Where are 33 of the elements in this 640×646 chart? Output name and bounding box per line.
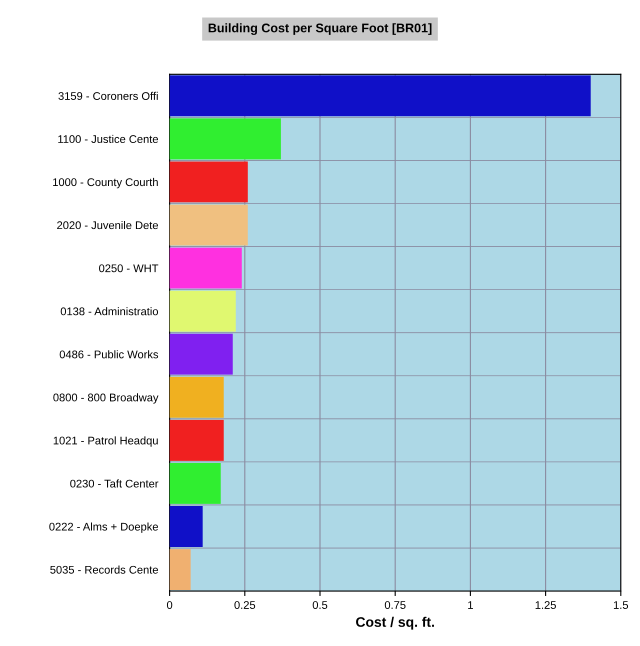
bar xyxy=(170,549,191,590)
y-tick-label: 0486 - Public Works xyxy=(60,350,158,358)
y-tick-label: 0222 - Alms + Doepke xyxy=(49,522,158,533)
bar xyxy=(170,506,203,547)
y-tick-label: 1000 - County Courth xyxy=(53,178,158,188)
y-tick-label: 3159 - Coroners Offi xyxy=(58,92,158,100)
x-tick-label: 0.75 xyxy=(384,601,406,609)
chart-title: Building Cost per Square Foot [BR01] xyxy=(208,23,432,35)
bar xyxy=(170,118,281,160)
x-tick-label: 1.5 xyxy=(614,601,628,609)
bar xyxy=(170,290,236,332)
x-tick-label: 1 xyxy=(468,601,473,609)
bar xyxy=(170,162,248,202)
y-tick-label: 5035 - Records Cente xyxy=(50,566,158,574)
bar xyxy=(170,75,591,116)
bar xyxy=(170,462,221,504)
bar xyxy=(170,248,242,289)
bar xyxy=(170,376,224,418)
bar xyxy=(170,204,248,246)
x-tick-label: 1.25 xyxy=(536,601,556,609)
y-tick-label: 2020 - Juvenile Dete xyxy=(57,220,158,230)
y-tick-label: 0138 - Administratio xyxy=(60,307,158,316)
bar xyxy=(170,420,224,461)
y-tick-label: 1100 - Justice Cente xyxy=(58,134,158,144)
x-tick-label: 0.25 xyxy=(234,601,256,609)
x-axis-title: Cost / sq. ft. xyxy=(356,616,434,630)
y-tick-label: 0800 - 800 Broadway xyxy=(53,393,158,404)
y-tick-label: 0230 - Taft Center xyxy=(70,479,158,488)
x-tick-label: 0 xyxy=(166,601,172,609)
y-tick-label: 1021 - Patrol Headqu xyxy=(54,436,158,447)
x-tick-label: 0.5 xyxy=(312,601,328,609)
bar xyxy=(170,334,233,375)
y-tick-label: 0250 - WHT xyxy=(99,264,158,272)
